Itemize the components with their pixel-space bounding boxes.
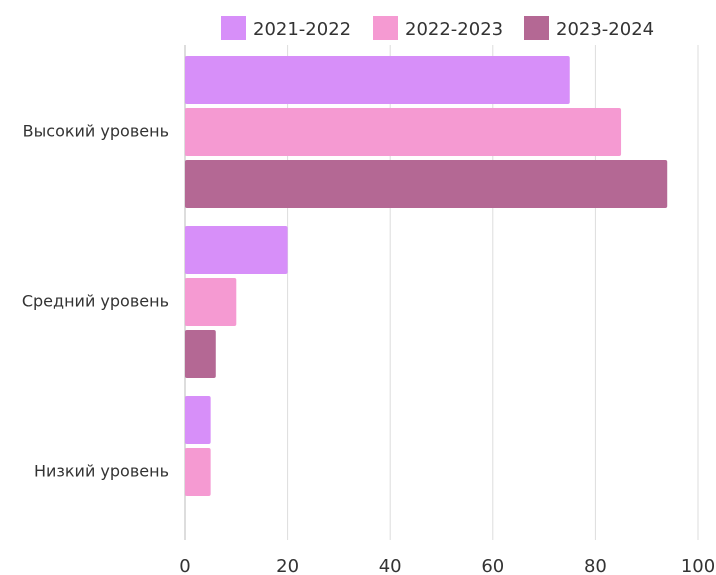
bar-2022-2023-3: [185, 448, 211, 496]
bar-2021-2022-2: [185, 226, 288, 274]
x-tick-label: 80: [584, 556, 607, 575]
category-label: Низкий уровень: [34, 462, 169, 481]
x-tick-label: 100: [681, 556, 715, 575]
category-label: Высокий уровень: [23, 122, 169, 141]
bar-2023-2024-2: [185, 330, 216, 378]
x-tick-label: 60: [481, 556, 504, 575]
x-tick-label: 0: [179, 556, 190, 575]
legend-item: 2023-2024: [524, 16, 654, 40]
category-labels: Высокий уровень Средний уровень Низкий уро…: [22, 122, 169, 481]
bar-2021-2022-3: [185, 396, 211, 444]
bar-2021-2022-1: [185, 56, 570, 104]
legend-label: 2022-2023: [405, 19, 503, 40]
legend-swatch: [221, 16, 246, 40]
legend-item: 2022-2023: [373, 16, 503, 40]
bar-2023-2024-1: [185, 160, 668, 208]
legend-swatch: [373, 16, 398, 40]
bar-2022-2023-2: [185, 278, 237, 326]
legend-swatch: [524, 16, 549, 40]
category-label: Средний уровень: [22, 292, 169, 311]
legend-label: 2021-2022: [253, 19, 351, 40]
x-tick-label: 40: [379, 556, 402, 575]
legend: 2021-2022 2022-2023 2023-2024: [221, 16, 654, 40]
x-tick-label: 20: [276, 556, 299, 575]
x-axis-tick-labels: 0 20 40 60 80 100: [179, 556, 715, 575]
legend-item: 2021-2022: [221, 16, 351, 40]
legend-label: 2023-2024: [556, 19, 654, 40]
bars: [185, 56, 668, 496]
bar-2022-2023-1: [185, 108, 622, 156]
